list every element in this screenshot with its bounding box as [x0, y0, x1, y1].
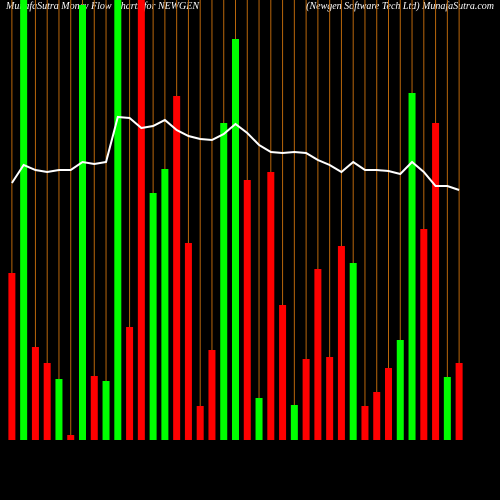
- bar: [361, 406, 369, 440]
- bar: [420, 229, 428, 440]
- bar: [326, 357, 334, 440]
- bar: [8, 273, 16, 440]
- bar: [220, 123, 228, 440]
- bar: [455, 363, 463, 440]
- bar: [137, 0, 145, 440]
- bar: [302, 359, 310, 440]
- bar: [408, 93, 416, 440]
- bar: [173, 96, 181, 440]
- bar: [349, 263, 357, 440]
- bar: [314, 269, 322, 440]
- bar: [385, 368, 392, 440]
- bar: [337, 246, 345, 440]
- bar: [255, 398, 263, 440]
- bar: [243, 180, 251, 440]
- bar: [267, 172, 275, 440]
- money-flow-line: [11, 115, 460, 191]
- bar: [114, 0, 122, 440]
- bar: [432, 123, 440, 440]
- bar: [184, 243, 192, 440]
- bar: [31, 347, 39, 440]
- bar: [443, 377, 451, 440]
- bar: [55, 379, 63, 440]
- bar: [290, 405, 298, 440]
- bar: [149, 193, 157, 440]
- bar: [126, 327, 134, 440]
- bar: [67, 435, 75, 440]
- bar: [161, 169, 169, 440]
- chart-title: MunafaSutra Money Flow Charts for NEWGEN: [5, 1, 200, 12]
- bar: [396, 340, 404, 440]
- bar: [43, 363, 51, 440]
- bar: [90, 376, 98, 440]
- bar: [20, 0, 28, 440]
- bar: [232, 39, 239, 440]
- bar: [208, 350, 216, 440]
- bar: [279, 305, 287, 440]
- bar: [373, 392, 381, 440]
- bar: [79, 5, 86, 440]
- bar: [196, 406, 204, 440]
- bar: [102, 381, 110, 440]
